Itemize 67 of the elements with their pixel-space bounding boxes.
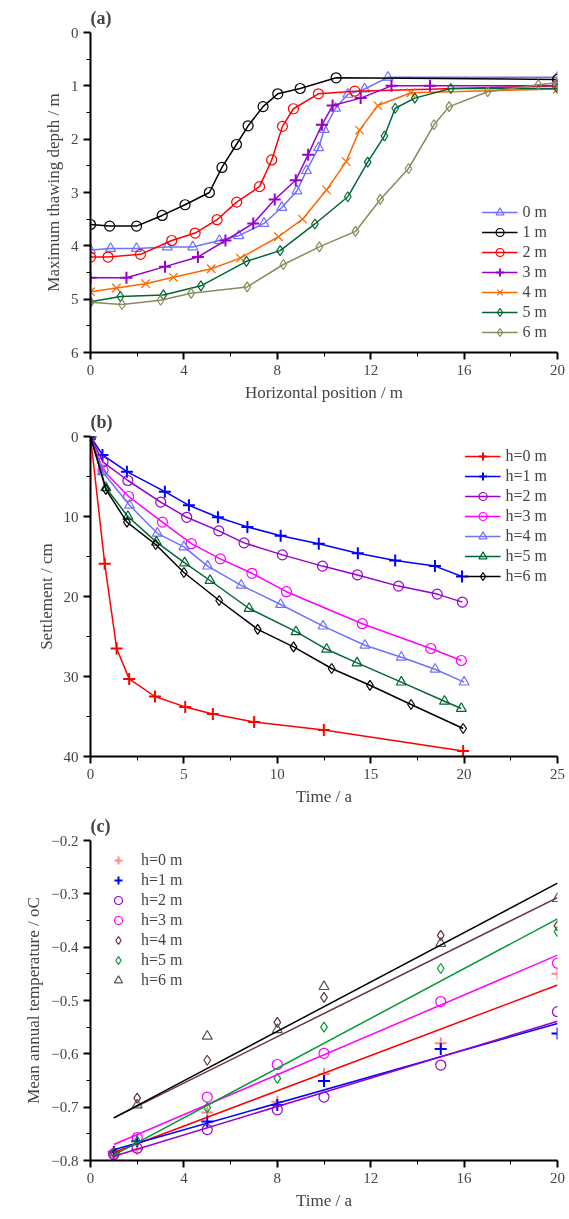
y-tick-label: −0.8 xyxy=(51,1152,79,1169)
x-tick-label: 0 xyxy=(86,765,95,782)
y-tick-label: 1 xyxy=(71,77,79,94)
legend-label: h=3 m xyxy=(141,910,183,930)
y-tick-label: 6 xyxy=(71,344,79,361)
legend-label: h=4 m xyxy=(505,526,547,546)
y-tick-label: 0 xyxy=(71,24,79,41)
legend-label: h=2 m xyxy=(505,486,547,506)
y-tick-label: −0.7 xyxy=(51,1099,79,1116)
y-tick-label: −0.6 xyxy=(51,1045,79,1062)
legend-label: h=1 m xyxy=(505,466,547,486)
y-tick-label: 20 xyxy=(63,588,79,605)
chart-title: (a) xyxy=(90,7,112,29)
x-tick-label: 12 xyxy=(363,361,379,378)
y-axis-title: Settlement / cm xyxy=(36,543,56,650)
x-tick-label: 20 xyxy=(456,765,472,782)
legend-label: h=0 m xyxy=(505,446,547,466)
y-tick-label: 4 xyxy=(71,237,79,254)
legend-label: 6 m xyxy=(522,322,547,342)
x-tick-label: 4 xyxy=(180,1169,189,1186)
legend-label: h=4 m xyxy=(141,930,183,950)
legend-label: h=6 m xyxy=(505,566,547,586)
x-tick-label: 16 xyxy=(456,361,473,378)
x-axis-title: Horizontal position / m xyxy=(244,382,404,402)
x-tick-label: 0 xyxy=(86,1169,95,1186)
legend-label: 2 m xyxy=(522,242,547,262)
y-tick-label: 0 xyxy=(71,428,79,445)
y-tick-label: 3 xyxy=(71,184,79,201)
x-tick-label: 12 xyxy=(363,1169,379,1186)
y-tick-label: 5 xyxy=(71,291,79,308)
y-axis-title: Mean annual temperature / oC xyxy=(24,897,44,1104)
y-tick-label: 10 xyxy=(63,508,79,525)
legend-label: h=2 m xyxy=(141,890,183,910)
legend-label: h=1 m xyxy=(141,870,183,890)
x-tick-label: 8 xyxy=(273,1169,282,1186)
legend-label: h=3 m xyxy=(505,506,547,526)
x-tick-label: 5 xyxy=(180,765,188,782)
y-tick-label: 2 xyxy=(71,131,79,148)
y-tick-label: 30 xyxy=(63,668,79,685)
legend-label: h=5 m xyxy=(505,546,547,566)
y-tick-label: −0.2 xyxy=(51,832,79,849)
y-tick-label: −0.5 xyxy=(51,992,79,1009)
x-tick-label: 10 xyxy=(269,765,285,782)
x-tick-label: 20 xyxy=(550,1169,565,1186)
y-tick-label: 40 xyxy=(63,748,79,765)
x-tick-label: 8 xyxy=(273,361,282,378)
y-axis-title: Maximum thawing depth / m xyxy=(44,93,63,292)
x-tick-label: 20 xyxy=(550,361,565,378)
chart-title: (b) xyxy=(90,411,113,433)
x-tick-label: 15 xyxy=(363,765,379,782)
y-tick-label: −0.4 xyxy=(51,939,79,956)
x-tick-label: 4 xyxy=(180,361,189,378)
chart-title: (c) xyxy=(90,815,111,837)
legend-label: 1 m xyxy=(522,222,547,242)
x-axis-title: Time / a xyxy=(295,1190,353,1210)
legend-label: 4 m xyxy=(522,282,547,302)
legend-label: 0 m xyxy=(522,202,547,222)
legend-label: 5 m xyxy=(522,302,547,322)
legend-label: h=0 m xyxy=(141,850,183,870)
legend-label: h=6 m xyxy=(141,970,183,990)
x-tick-label: 0 xyxy=(86,361,95,378)
x-tick-label: 25 xyxy=(550,765,565,782)
x-tick-label: 16 xyxy=(456,1169,473,1186)
x-axis-title: Time / a xyxy=(295,786,353,806)
legend-label: 3 m xyxy=(522,262,547,282)
y-tick-label: −0.3 xyxy=(51,885,79,902)
legend-label: h=5 m xyxy=(141,950,183,970)
